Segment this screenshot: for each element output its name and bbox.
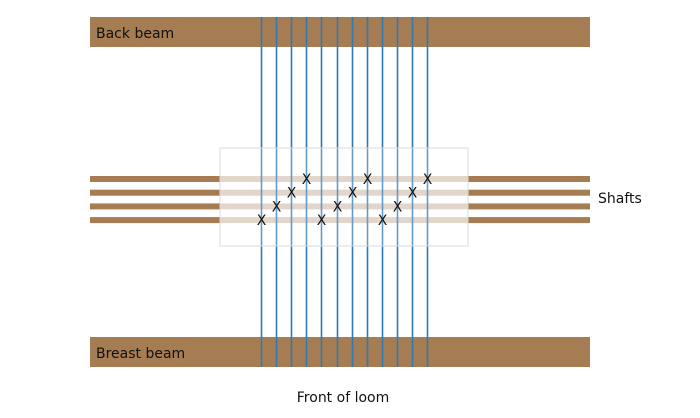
warp-threads bbox=[260, 17, 429, 367]
back-beam-label: Back beam bbox=[96, 26, 174, 42]
shafts-label: Shafts bbox=[598, 191, 642, 207]
shaft-bar-overlay bbox=[220, 203, 468, 210]
heddle-mark: X bbox=[378, 213, 388, 229]
shaft-bar-right bbox=[468, 189, 590, 196]
heddle-mark: X bbox=[333, 199, 343, 215]
shaft-bar-overlay bbox=[220, 176, 468, 182]
shaft-bar-right bbox=[468, 217, 590, 224]
heddle-mark: X bbox=[272, 199, 282, 215]
heddle-mark: X bbox=[393, 199, 403, 215]
shaft-frame bbox=[219, 147, 469, 247]
shaft-bar-left bbox=[90, 217, 220, 224]
heddle-mark: X bbox=[363, 172, 373, 188]
shaft-bar-overlay bbox=[220, 189, 468, 196]
shaft-bar-left bbox=[90, 203, 220, 210]
breast-beam bbox=[90, 337, 590, 367]
shaft-bar-left bbox=[90, 176, 220, 182]
heddle-mark: X bbox=[408, 186, 418, 202]
heddle-mark: X bbox=[257, 213, 267, 229]
shaft-bar-overlay bbox=[220, 217, 468, 224]
back-beam bbox=[90, 17, 590, 47]
shaft-bar-left bbox=[90, 189, 220, 196]
shaft-bars bbox=[90, 176, 590, 224]
heddle-mark: X bbox=[348, 186, 358, 202]
heddle-mark: X bbox=[423, 172, 433, 188]
heddle-mark: X bbox=[287, 186, 297, 202]
shaft-bar-right bbox=[468, 176, 590, 182]
breast-beam-label: Breast beam bbox=[96, 346, 185, 362]
heddle-mark: X bbox=[317, 213, 327, 229]
front-of-loom-label: Front of loom bbox=[297, 390, 389, 406]
shaft-bar-right bbox=[468, 203, 590, 210]
heddle-mark: X bbox=[302, 172, 312, 188]
